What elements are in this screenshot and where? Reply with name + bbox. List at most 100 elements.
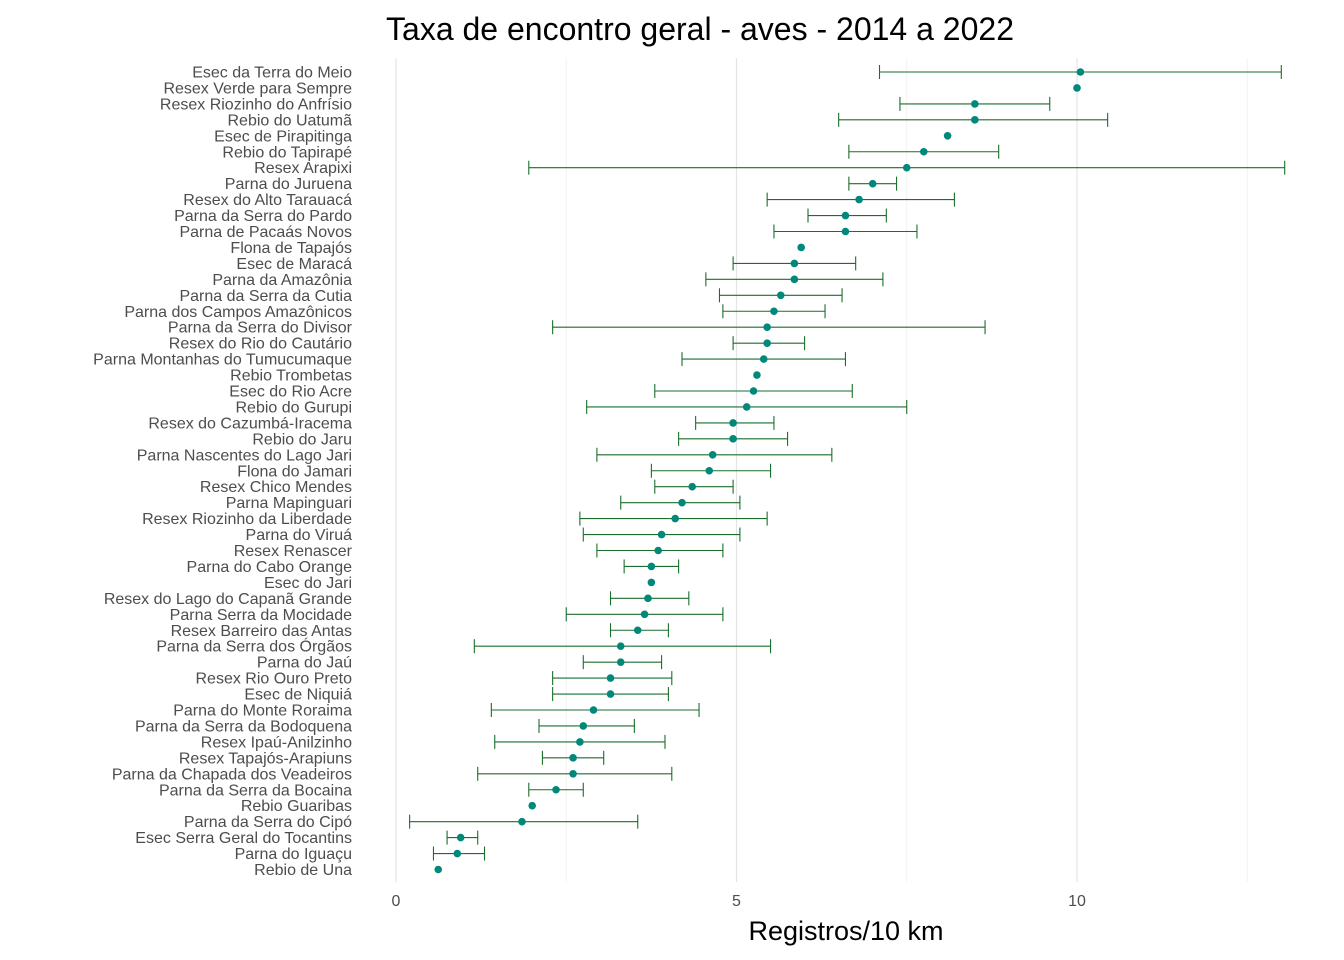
data-point: [654, 546, 662, 555]
category-label: Flona do Jamari: [237, 463, 352, 480]
category-label: Resex Riozinho da Liberdade: [142, 511, 352, 528]
category-label: Resex Arapixi: [254, 160, 352, 177]
category-label: Esec do Rio Acre: [229, 384, 352, 401]
category-label: Parna do Juruena: [225, 176, 352, 193]
category-label: Rebio Trombetas: [230, 368, 352, 385]
x-axis-title: Registros/10 km: [748, 916, 943, 946]
data-point: [790, 275, 799, 284]
category-label: Rebio do Tapirapé: [222, 144, 352, 161]
category-label: Parna do Cabo Orange: [187, 559, 353, 576]
data-point: [797, 243, 805, 252]
category-label: Parna do Iguaçu: [235, 846, 352, 863]
data-point: [763, 323, 771, 332]
data-point: [647, 578, 656, 587]
category-label: Parna de Pacaás Novos: [179, 224, 352, 241]
data-point: [855, 195, 863, 204]
errorbar-layer: [409, 65, 1286, 861]
category-label: Parna da Chapada dos Veadeiros: [112, 766, 352, 783]
data-point: [552, 785, 560, 794]
data-point: [518, 817, 526, 826]
category-label: Rebio do Gurupi: [235, 399, 352, 416]
data-point: [790, 259, 799, 268]
category-label: Resex Chico Mendes: [200, 479, 352, 496]
x-tick-label: 10: [1068, 893, 1086, 910]
data-point: [456, 833, 465, 842]
category-label: Parna da Serra do Divisor: [168, 320, 353, 337]
category-label: Esec do Jari: [264, 575, 352, 592]
category-label: Parna Serra da Mocidade: [170, 607, 352, 624]
category-label: Resex Barreiro das Antas: [171, 623, 352, 640]
category-label: Resex Rio Ouro Preto: [195, 671, 352, 688]
category-label: Rebio do Jaru: [252, 431, 352, 448]
data-point: [943, 132, 952, 140]
category-label: Esec Serra Geral do Tocantins: [135, 830, 352, 847]
data-point: [753, 371, 761, 379]
category-label: Parna da Serra dos Órgãos: [156, 637, 352, 656]
data-point: [688, 482, 697, 491]
category-label: Esec da Terra do Meio: [192, 65, 352, 82]
data-point: [569, 754, 577, 762]
category-label: Parna da Serra da Cutia: [179, 288, 352, 305]
data-point: [569, 770, 577, 778]
data-point: [579, 722, 588, 730]
data-point: [705, 466, 714, 475]
data-point: [589, 706, 598, 714]
data-point: [749, 387, 758, 395]
data-point: [678, 498, 686, 507]
data-point: [763, 339, 771, 347]
category-label: Parna do Viruá: [246, 527, 353, 544]
data-point: [708, 451, 717, 459]
category-label: Esec de Maracá: [236, 256, 352, 273]
category-label: Resex do Cazumbá-Iracema: [148, 415, 352, 432]
data-point: [971, 100, 979, 108]
data-point: [657, 530, 666, 539]
category-label: Parna Nascentes do Lago Jari: [137, 447, 352, 464]
grid-layer: [395, 58, 1248, 882]
data-point: [902, 163, 911, 172]
data-point: [770, 307, 778, 316]
data-point: [640, 610, 649, 619]
category-label: Parna da Serra do Cipó: [184, 814, 352, 831]
x-tick-label: 0: [392, 893, 401, 910]
category-label: Resex Ipaú-Anilzinho: [201, 734, 352, 751]
category-label: Parna Montanhas do Tumucumaque: [93, 352, 352, 369]
category-label: Resex Tapajós-Arapiuns: [179, 750, 352, 767]
category-label: Rebio do Uatumã: [227, 112, 352, 129]
data-point: [1076, 68, 1085, 76]
category-label: Resex Renascer: [234, 543, 353, 560]
category-label: Parna da Serra da Bodoquena: [135, 718, 352, 735]
data-point: [434, 865, 443, 874]
x-tick-label: 5: [732, 893, 741, 910]
category-label: Rebio de Una: [254, 862, 352, 879]
data-point: [742, 403, 751, 411]
data-point: [971, 116, 979, 124]
category-label: Parna do Jaú: [257, 655, 352, 672]
data-point: [528, 801, 536, 810]
category-label: Resex do Lago do Capanã Grande: [104, 591, 352, 608]
category-label: Parna dos Campos Amazônicos: [124, 304, 352, 321]
category-label: Rebio Guaribas: [241, 798, 352, 815]
data-point: [616, 642, 625, 650]
category-label: Flona de Tapajós: [230, 240, 352, 257]
category-label: Esec de Pirapitinga: [214, 128, 352, 145]
category-label: Parna da Amazônia: [212, 272, 352, 289]
category-label: Resex do Alto Tarauacá: [183, 192, 352, 209]
category-label: Parna Mapinguari: [226, 495, 352, 512]
data-point: [729, 419, 737, 427]
data-point: [776, 291, 785, 300]
point-layer: [434, 68, 1085, 874]
data-point: [616, 658, 625, 666]
category-label: Resex Verde para Sempre: [163, 80, 352, 97]
data-point: [868, 179, 877, 188]
category-label: Resex Riozinho do Anfrísio: [160, 96, 352, 113]
data-point: [759, 355, 768, 363]
x-tick-labels: 0 5 10: [392, 893, 1086, 910]
data-point: [647, 562, 656, 571]
data-point: [606, 674, 615, 682]
data-point: [919, 147, 928, 156]
data-point: [841, 227, 850, 236]
data-point: [576, 738, 584, 746]
